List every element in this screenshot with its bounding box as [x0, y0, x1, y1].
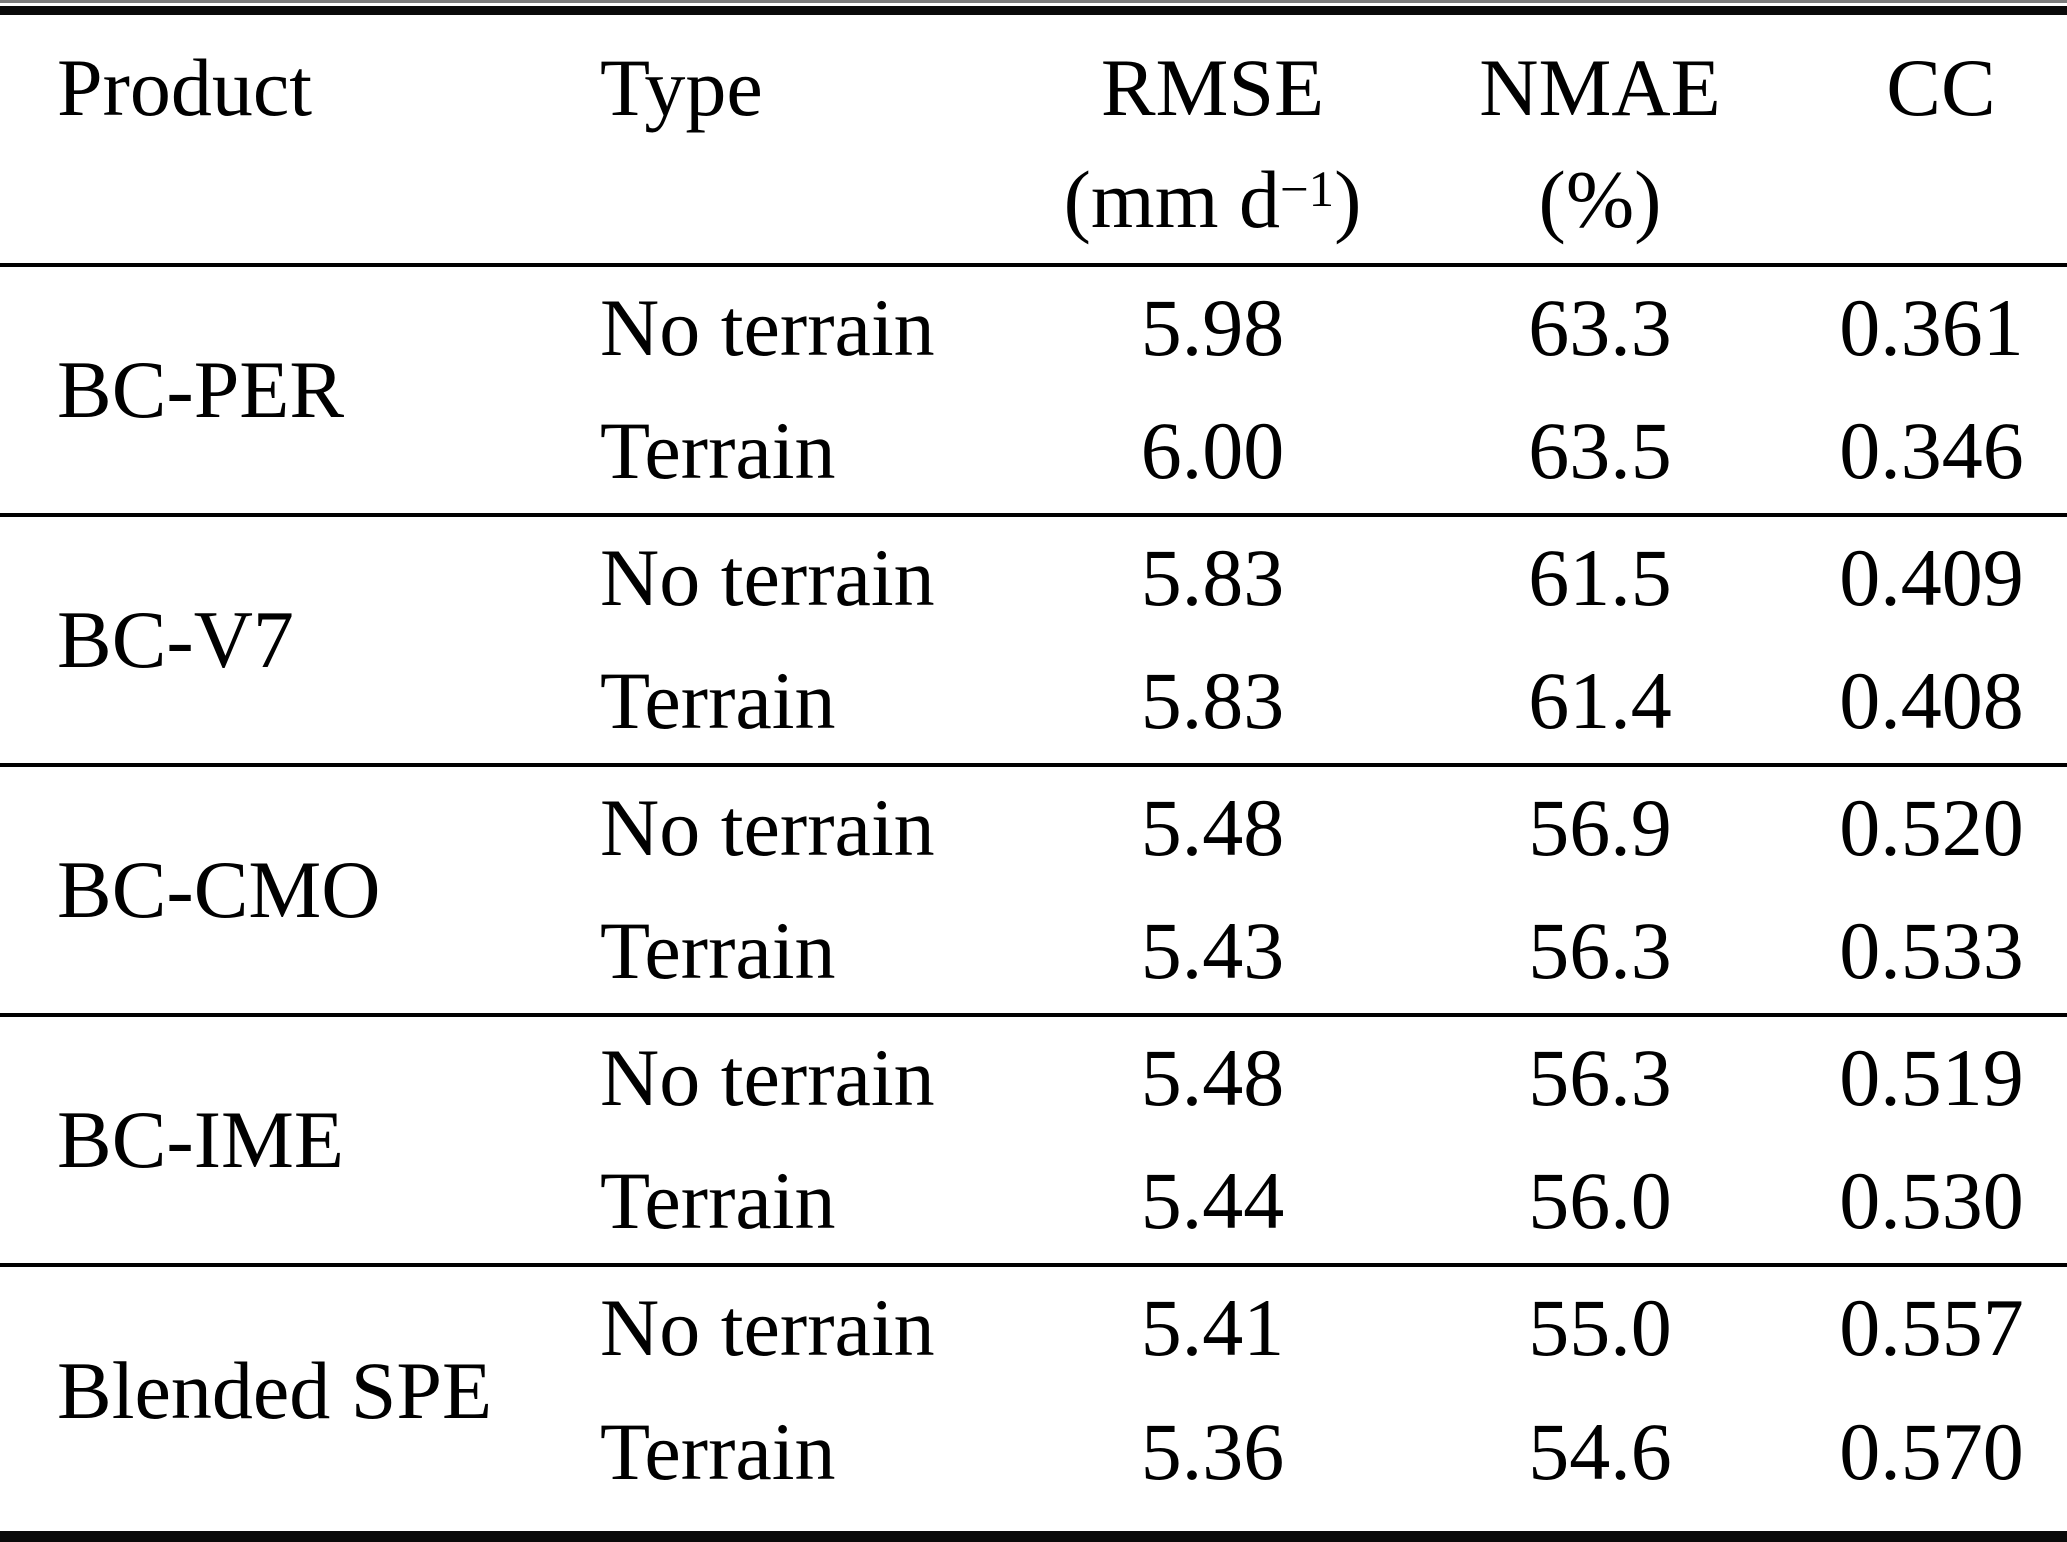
- rmse-cell: 5.41: [1040, 1263, 1385, 1390]
- cc-cell: 0.557: [1815, 1263, 2067, 1390]
- cc-cell: 0.346: [1839, 405, 2024, 497]
- header-cc: CC: [1815, 15, 2067, 267]
- nmae-cell: 56.3: [1528, 905, 1672, 997]
- table-row: Terrain 5.43 56.3 0.533: [0, 890, 2067, 1015]
- product-cell: Blended SPE: [0, 1263, 570, 1515]
- nmae-cell: 56.9: [1385, 763, 1815, 890]
- nmae-cell: 55.0: [1385, 1263, 1815, 1390]
- rmse-cell: 5.98: [1040, 263, 1385, 390]
- group-bc-per: BC-PER No terrain 5.98 63.3 0.361 Terrai…: [0, 263, 2067, 515]
- rmse-unit-close: ): [1334, 154, 1362, 245]
- nmae-cell: 63.3: [1385, 263, 1815, 390]
- header-product: Product: [0, 15, 570, 267]
- rmse-cell: 5.48: [1040, 1013, 1385, 1140]
- table-row: Blended SPE No terrain 5.41 55.0 0.557: [0, 1263, 2067, 1515]
- product-cell: BC-IME: [0, 1013, 570, 1265]
- header-nmae: NMAE (%): [1385, 15, 1815, 267]
- type-cell: Terrain: [600, 1155, 836, 1247]
- group-bc-ime: BC-IME No terrain 5.48 56.3 0.519 Terrai…: [0, 1013, 2067, 1265]
- bottom-rule: [0, 1531, 2067, 1542]
- rmse-cell: 5.48: [1040, 763, 1385, 890]
- rmse-cell: 5.83: [1140, 655, 1285, 747]
- header-nmae-label: NMAE: [1479, 42, 1721, 133]
- table-row: BC-PER No terrain 5.98 63.3 0.361: [0, 263, 2067, 515]
- header-row: Product Type RMSE (mm d−1) NMAE (%) CC: [0, 15, 2067, 267]
- type-cell: Terrain: [600, 405, 836, 497]
- top-rule-gap: [0, 3, 2067, 6]
- type-cell: No terrain: [570, 263, 1040, 390]
- table-row: Terrain 5.44 56.0 0.530: [0, 1140, 2067, 1265]
- header-rmse-label: RMSE: [1100, 42, 1325, 133]
- rmse-cell: 5.83: [1040, 513, 1385, 640]
- cc-cell: 0.533: [1839, 905, 2024, 997]
- top-rule: [0, 6, 2067, 15]
- cc-cell: 0.409: [1815, 513, 2067, 640]
- header-nmae-unit: (%): [1538, 154, 1662, 245]
- type-cell: Terrain: [600, 655, 836, 747]
- type-cell: No terrain: [570, 763, 1040, 890]
- rmse-cell: 6.00: [1140, 405, 1285, 497]
- header-product-label: Product: [57, 42, 313, 133]
- rmse-cell: 5.36: [1140, 1406, 1285, 1498]
- table-row: BC-IME No terrain 5.48 56.3 0.519: [0, 1013, 2067, 1265]
- header-rmse: RMSE (mm d−1): [1040, 15, 1385, 267]
- group-bc-cmo: BC-CMO No terrain 5.48 56.9 0.520 Terrai…: [0, 763, 2067, 1015]
- nmae-cell: 61.5: [1385, 513, 1815, 640]
- header-type: Type: [570, 15, 1040, 267]
- cc-cell: 0.519: [1815, 1013, 2067, 1140]
- nmae-cell: 54.6: [1528, 1406, 1672, 1498]
- type-cell: Terrain: [600, 1406, 836, 1498]
- cc-cell: 0.361: [1815, 263, 2067, 390]
- results-table: Product Type RMSE (mm d−1) NMAE (%) CC: [0, 15, 2067, 1515]
- table-row: BC-CMO No terrain 5.48 56.9 0.520: [0, 763, 2067, 1015]
- type-cell: No terrain: [570, 1263, 1040, 1390]
- header-cc-label: CC: [1886, 42, 1996, 133]
- type-cell: No terrain: [570, 1013, 1040, 1140]
- cc-cell: 0.530: [1839, 1155, 2024, 1247]
- cc-cell: 0.408: [1839, 655, 2024, 747]
- table-row: Terrain 6.00 63.5 0.346: [0, 390, 2067, 515]
- product-cell: BC-CMO: [0, 763, 570, 1015]
- header-type-label: Type: [600, 42, 763, 133]
- header-rmse-unit: (mm d−1): [1041, 145, 1384, 255]
- top-rule-outer: [0, 0, 2067, 3]
- cc-cell: 0.520: [1815, 763, 2067, 890]
- nmae-cell: 56.3: [1385, 1013, 1815, 1140]
- table-row: Terrain 5.36 54.6 0.570: [0, 1390, 2067, 1515]
- rmse-unit-superscript: −1: [1279, 160, 1335, 217]
- nmae-cell: 61.4: [1528, 655, 1672, 747]
- product-cell: BC-PER: [0, 263, 570, 515]
- table-row: BC-V7 No terrain 5.83 61.5 0.409: [0, 513, 2067, 765]
- rmse-unit-open: (mm d: [1063, 154, 1280, 245]
- product-cell: BC-V7: [0, 513, 570, 765]
- nmae-cell: 56.0: [1528, 1155, 1672, 1247]
- group-bc-v7: BC-V7 No terrain 5.83 61.5 0.409 Terrain…: [0, 513, 2067, 765]
- rmse-cell: 5.44: [1140, 1155, 1285, 1247]
- group-blended-spe: Blended SPE No terrain 5.41 55.0 0.557 T…: [0, 1263, 2067, 1515]
- rmse-cell: 5.43: [1140, 905, 1285, 997]
- nmae-cell: 63.5: [1528, 405, 1672, 497]
- cc-cell: 0.570: [1839, 1406, 2024, 1498]
- type-cell: Terrain: [600, 905, 836, 997]
- type-cell: No terrain: [570, 513, 1040, 640]
- table-row: Terrain 5.83 61.4 0.408: [0, 640, 2067, 765]
